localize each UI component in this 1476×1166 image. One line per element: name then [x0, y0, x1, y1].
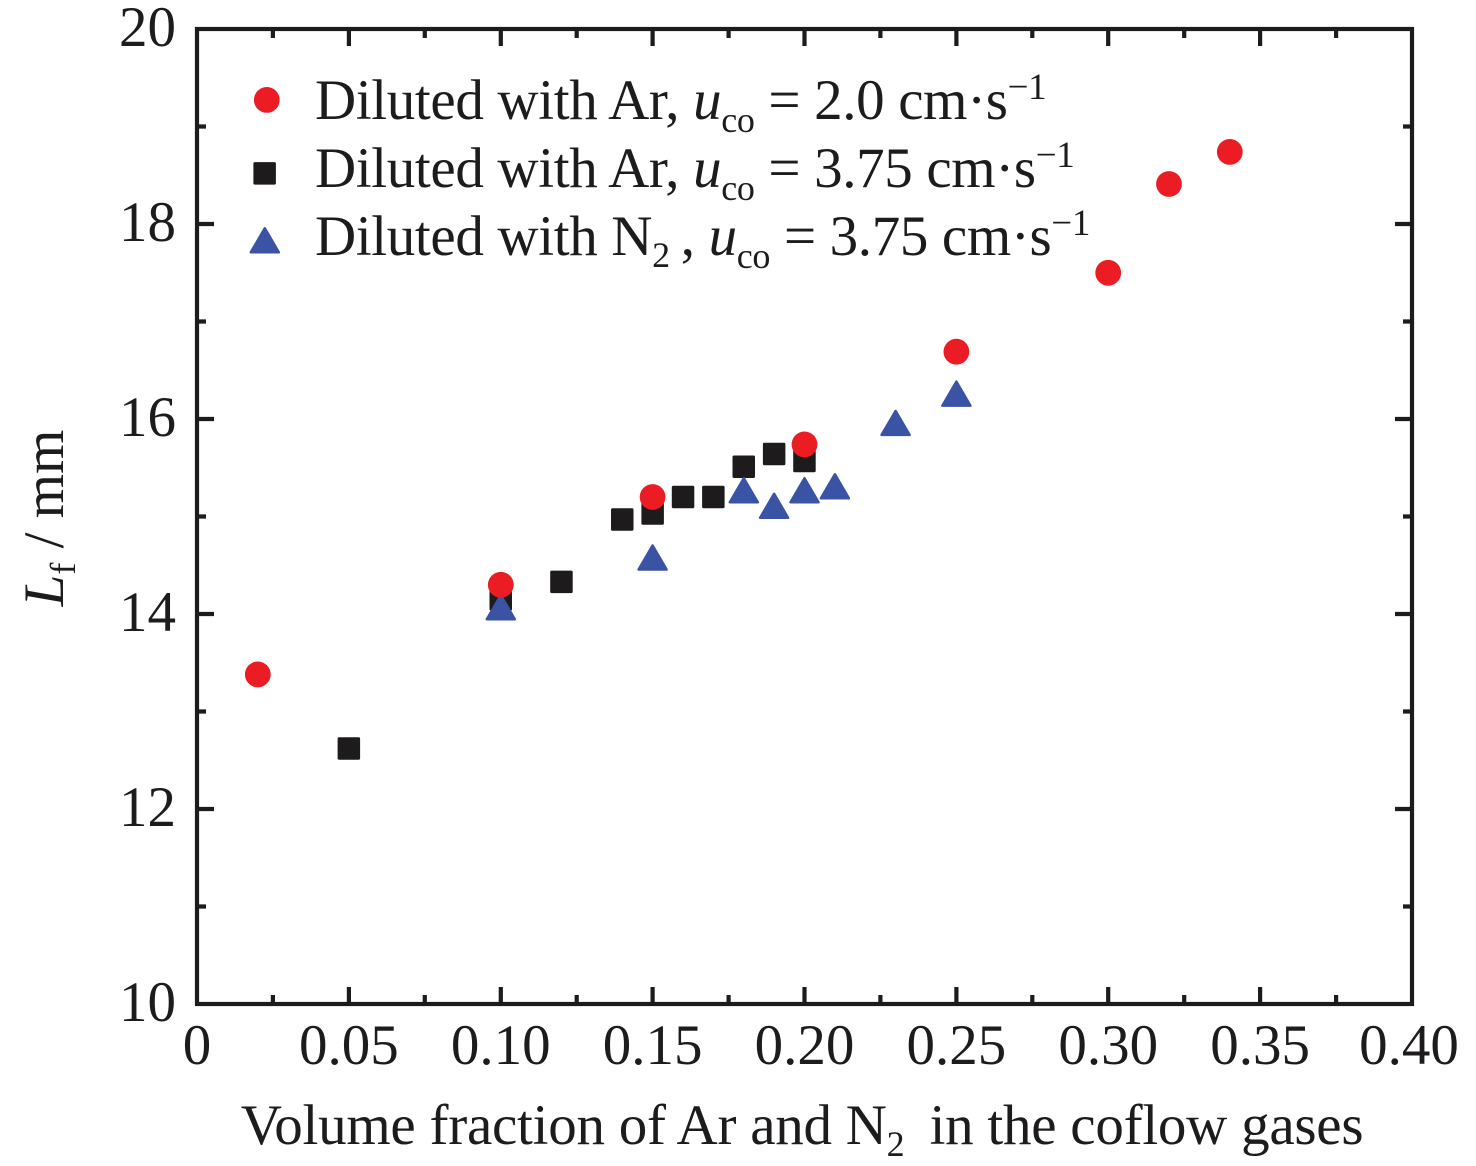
- svg-text:14: 14: [119, 581, 176, 644]
- svg-text:0.10: 0.10: [451, 1014, 551, 1077]
- svg-text:12: 12: [119, 776, 176, 839]
- svg-text:16: 16: [119, 386, 176, 449]
- svg-text:0: 0: [183, 1014, 212, 1077]
- svg-text:0.35: 0.35: [1210, 1014, 1310, 1077]
- svg-text:Volume fraction of Ar and N2: Volume fraction of Ar and N2 in the cofl…: [241, 1094, 1364, 1164]
- svg-text:20: 20: [119, 0, 176, 59]
- svg-text:Lf / mm: Lf / mm: [13, 430, 83, 608]
- svg-text:0.40: 0.40: [1359, 1014, 1459, 1077]
- svg-text:Diluted with Ar, uco = 2.0 cm·: Diluted with Ar, uco = 2.0 cm·s−1: [315, 67, 1046, 140]
- svg-text:0.05: 0.05: [299, 1014, 399, 1077]
- svg-text:0.25: 0.25: [907, 1014, 1007, 1077]
- svg-text:18: 18: [119, 191, 176, 254]
- svg-text:Diluted with N2 , uco = 3.75 c: Diluted with N2 , uco = 3.75 cm·s−1: [315, 203, 1090, 276]
- svg-text:0.30: 0.30: [1058, 1014, 1158, 1077]
- svg-text:0.20: 0.20: [755, 1014, 855, 1077]
- svg-text:10: 10: [119, 971, 176, 1034]
- svg-text:0.15: 0.15: [603, 1014, 703, 1077]
- svg-text:Diluted with Ar, uco = 3.75 cm: Diluted with Ar, uco = 3.75 cm·s−1: [315, 135, 1074, 208]
